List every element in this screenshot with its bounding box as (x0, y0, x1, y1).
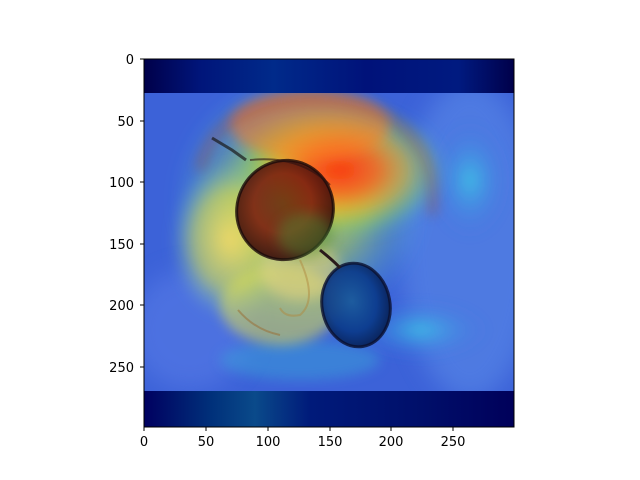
heatmap-image (144, 59, 514, 427)
x-tick-label: 100 (256, 435, 281, 450)
x-tick-label: 0 (140, 435, 148, 450)
sunglasses (211, 136, 392, 349)
x-axis: 0 50 100 150 200 250 (140, 427, 466, 450)
y-tick-label: 100 (109, 176, 134, 191)
x-tick-label: 150 (318, 435, 343, 450)
plot-frame (143, 58, 515, 428)
y-tick-label: 150 (109, 238, 134, 253)
x-tick-label: 250 (441, 435, 466, 450)
y-tick-label: 200 (109, 299, 134, 314)
y-tick-label: 50 (117, 115, 134, 130)
y-axis: 0 50 100 150 200 250 (109, 53, 144, 376)
y-tick-label: 250 (109, 361, 134, 376)
x-tick-label: 50 (198, 435, 215, 450)
y-tick-label: 0 (126, 53, 134, 68)
x-tick-label: 200 (379, 435, 404, 450)
